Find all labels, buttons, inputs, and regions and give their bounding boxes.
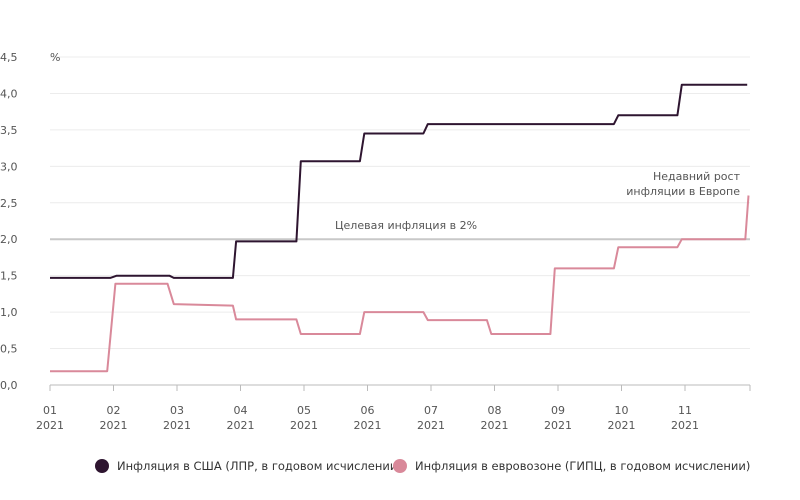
x-tick-month: 01 bbox=[43, 404, 57, 417]
x-tick-month: 03 bbox=[170, 404, 184, 417]
y-tick-label: 2,5 bbox=[0, 197, 18, 210]
x-tick-year: 2021 bbox=[163, 419, 191, 432]
x-tick-month: 09 bbox=[551, 404, 565, 417]
y-tick-label: 4,5 bbox=[0, 51, 18, 64]
y-tick-label: 2,0 bbox=[0, 233, 18, 246]
x-tick-year: 2021 bbox=[36, 419, 64, 432]
x-tick-year: 2021 bbox=[100, 419, 128, 432]
x-tick-month: 08 bbox=[488, 404, 502, 417]
legend-swatch-us bbox=[95, 459, 109, 473]
series-line-us bbox=[50, 83, 748, 279]
y-tick-label: 1,5 bbox=[0, 270, 18, 283]
x-tick-year: 2021 bbox=[608, 419, 636, 432]
x-tick-month: 05 bbox=[297, 404, 311, 417]
y-tick-label: 3,0 bbox=[0, 160, 18, 173]
x-tick-year: 2021 bbox=[354, 419, 382, 432]
x-tick-month: 04 bbox=[234, 404, 248, 417]
series-lines bbox=[50, 83, 750, 373]
y-tick-label: 1,0 bbox=[0, 306, 18, 319]
x-tick-month: 02 bbox=[107, 404, 121, 417]
x-tick-year: 2021 bbox=[290, 419, 318, 432]
x-tick-year: 2021 bbox=[227, 419, 255, 432]
y-tick-label: 0,5 bbox=[0, 343, 18, 356]
legend: Инфляция в США (ЛПР, в годовом исчислени… bbox=[95, 459, 750, 473]
x-tick-month: 06 bbox=[361, 404, 375, 417]
y-tick-label: 0,0 bbox=[0, 379, 18, 392]
legend-label-us: Инфляция в США (ЛПР, в годовом исчислени… bbox=[117, 459, 402, 473]
x-tick-year: 2021 bbox=[544, 419, 572, 432]
x-tick-year: 2021 bbox=[481, 419, 509, 432]
target-line-group: Целевая инфляция в 2% bbox=[50, 219, 750, 241]
x-tick-year: 2021 bbox=[417, 419, 445, 432]
y-unit-label: % bbox=[50, 51, 60, 64]
y-axis-ticks: 0,0 0,5 1,0 1,5 2,0 2,5 3,0 3,5 4,0 4,5 bbox=[0, 51, 18, 392]
x-tick-month: 07 bbox=[424, 404, 438, 417]
legend-swatch-eu bbox=[393, 459, 407, 473]
series-line-eu bbox=[50, 195, 750, 373]
annotation-line: инфляции в Европе bbox=[626, 185, 740, 198]
grid bbox=[50, 56, 750, 350]
y-tick-label: 4,0 bbox=[0, 87, 18, 100]
annotation-line: Недавний рост bbox=[653, 170, 741, 183]
target-line-label: Целевая инфляция в 2% bbox=[335, 219, 477, 232]
x-tick-year: 2021 bbox=[671, 419, 699, 432]
x-axis-ticks: 01 2021 02 2021 03 2021 04 2021 05 2021 06 2021 07 20… bbox=[36, 385, 751, 432]
annotation: Недавний рост инфляции в Европе bbox=[626, 170, 740, 198]
legend-label-eu: Инфляция в евровозоне (ГИПЦ, в годовом и… bbox=[415, 459, 750, 473]
y-tick-label: 3,5 bbox=[0, 124, 18, 137]
x-tick-month: 10 bbox=[615, 404, 629, 417]
x-tick-month: 11 bbox=[678, 404, 692, 417]
